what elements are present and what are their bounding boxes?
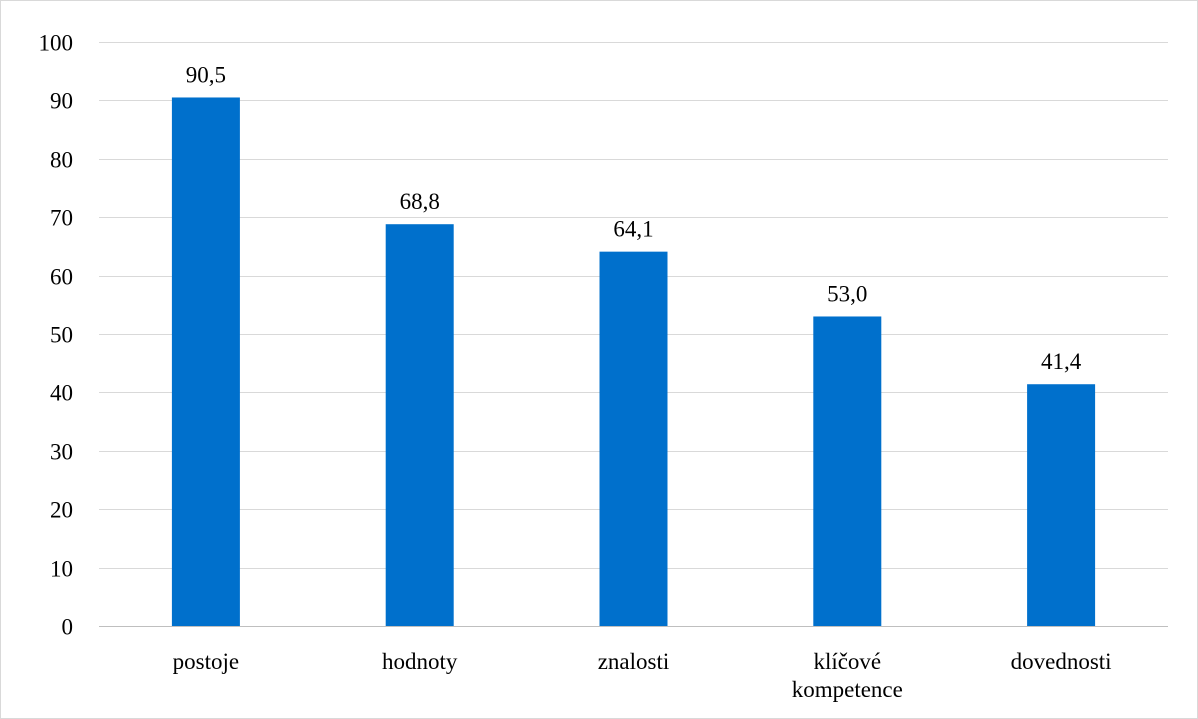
y-tick-label: 90: [50, 89, 73, 114]
data-label: 64,1: [613, 217, 653, 242]
x-tick-label: znalosti: [598, 649, 670, 674]
data-label: 53,0: [827, 281, 867, 306]
bar: [813, 316, 882, 626]
y-tick-label: 100: [39, 31, 74, 56]
x-tick-label: postoje: [173, 649, 239, 674]
data-label: 41,4: [1041, 349, 1082, 374]
y-tick-label: 80: [50, 148, 73, 173]
y-tick-label: 50: [50, 323, 73, 348]
y-tick-label: 10: [50, 557, 73, 582]
y-tick-label: 20: [50, 498, 73, 523]
bar: [385, 224, 454, 626]
y-axis-ticks: 0 10 20 30 40 50 60 70 80 90 100: [39, 31, 74, 640]
y-tick-label: 70: [50, 206, 73, 231]
x-axis-ticks: postoje hodnoty znalosti klíčové kompetence d…: [173, 649, 1112, 702]
data-label: 90,5: [186, 62, 226, 87]
bar: [599, 251, 668, 626]
x-tick-label: hodnoty: [382, 649, 458, 674]
data-labels: 90,5 68,8 64,1 53,0 41,4: [186, 62, 1082, 374]
y-tick-label: 30: [50, 440, 73, 465]
bars: [171, 97, 1096, 627]
x-tick-label: dovednosti: [1011, 649, 1112, 674]
x-tick-label: klíčové kompetence: [792, 649, 903, 702]
bar: [171, 97, 240, 627]
y-tick-label: 60: [50, 265, 73, 290]
y-tick-label: 0: [62, 615, 74, 640]
y-tick-label: 40: [50, 381, 73, 406]
data-label: 68,8: [400, 189, 440, 214]
bar: [1027, 384, 1096, 626]
